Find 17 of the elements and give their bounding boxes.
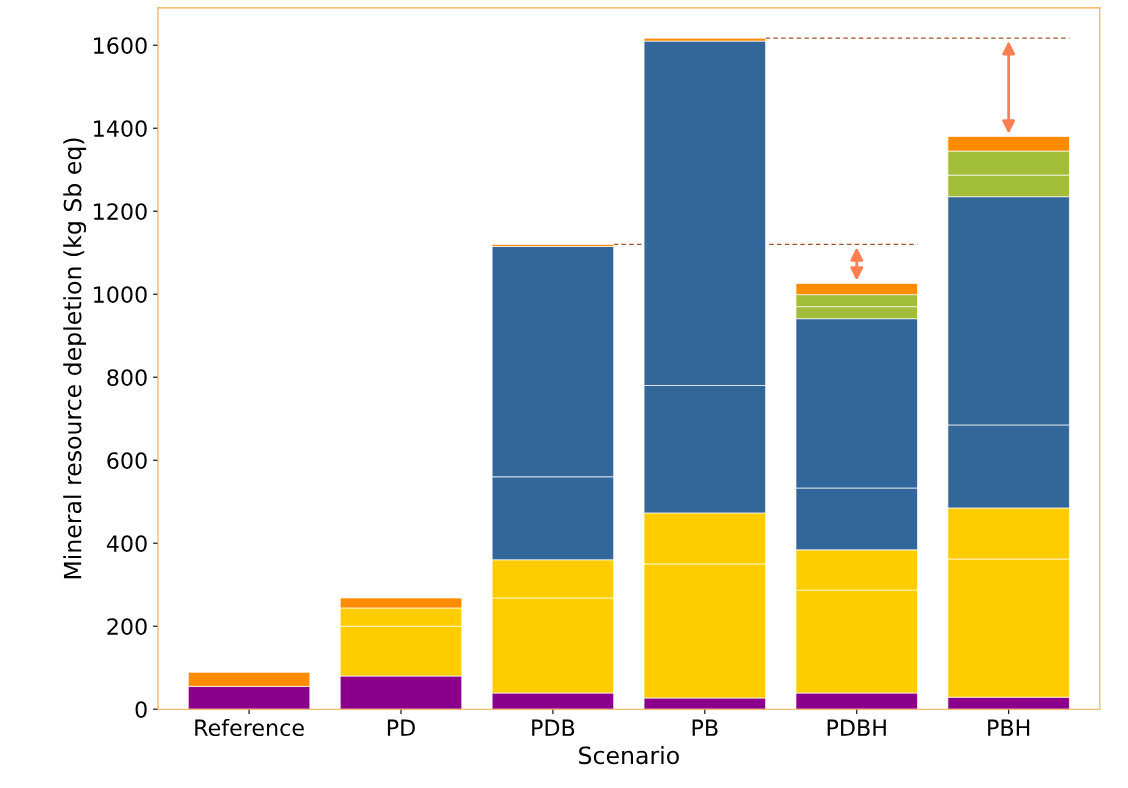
- x-tick-label: Reference: [195, 718, 304, 737]
- y-tick-label: 0: [135, 701, 147, 718]
- x-tick-label: PB: [692, 719, 718, 736]
- y-tick-label: 1600: [94, 37, 147, 54]
- x-tick-label: PDB: [532, 719, 575, 736]
- x-tick-label: PD: [387, 719, 415, 736]
- x-tick-label: PDBH: [827, 719, 886, 736]
- y-tick-label: 1400: [94, 120, 147, 137]
- y-tick-label: 400: [106, 535, 147, 552]
- y-axis-title: Mineral resource depletion (kg Sb eq): [63, 138, 87, 579]
- x-tick-label: PBH: [988, 719, 1030, 736]
- y-tick-label: 200: [107, 618, 147, 635]
- y-tick-label: 1200: [94, 203, 147, 220]
- y-tick-label: 600: [107, 452, 147, 469]
- x-axis-title: Scenario: [579, 745, 679, 765]
- y-tick-label: 800: [107, 369, 147, 386]
- y-tick-label: 1000: [94, 286, 147, 303]
